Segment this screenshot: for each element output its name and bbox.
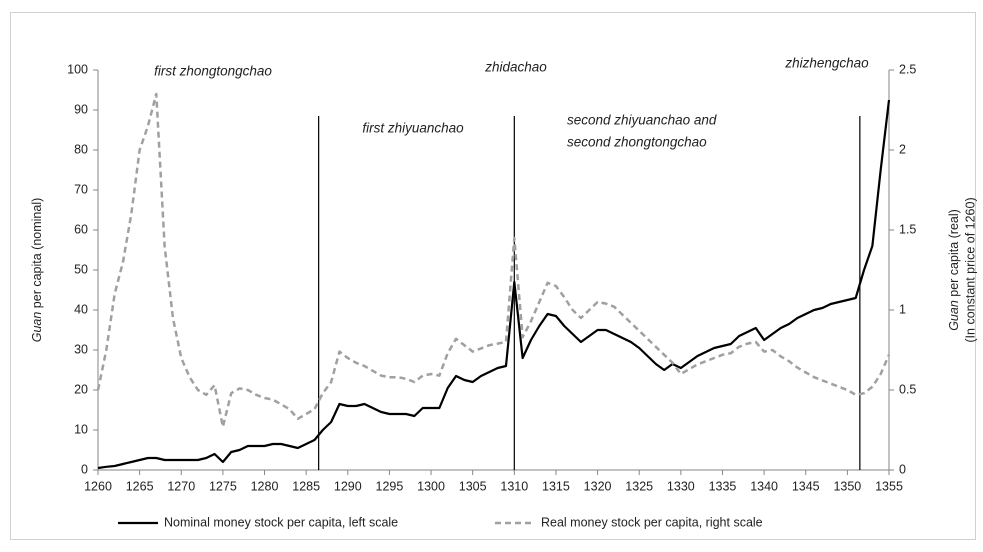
y-tick-label: 40 bbox=[74, 302, 88, 316]
y-tick-label: 50 bbox=[74, 262, 88, 276]
y-tick-label: 30 bbox=[74, 342, 88, 356]
x-tick-label: 1260 bbox=[84, 479, 112, 493]
x-tick-label: 1285 bbox=[292, 479, 320, 493]
y-tick-label: 80 bbox=[74, 142, 88, 156]
y-tick-label: 20 bbox=[74, 382, 88, 396]
y2-axis-label: Guan per capita (real) bbox=[947, 209, 961, 331]
x-tick-label: 1325 bbox=[625, 479, 653, 493]
series-line bbox=[97, 99, 891, 470]
x-tick-label: 1295 bbox=[376, 479, 404, 493]
y2-tick-label: 2.5 bbox=[899, 62, 916, 76]
x-tick-label: 1350 bbox=[833, 479, 861, 493]
y-axis-label: Guan per capita (nominal) bbox=[30, 198, 44, 343]
series-line bbox=[96, 92, 891, 429]
y2-tick-label: 2 bbox=[899, 142, 906, 156]
x-tick-label: 1280 bbox=[251, 479, 279, 493]
x-tick-label: 1330 bbox=[667, 479, 695, 493]
x-tick-label: 1270 bbox=[167, 479, 195, 493]
x-tick-label: 1275 bbox=[209, 479, 237, 493]
annotation: second zhiyuanchao and bbox=[567, 113, 717, 128]
y2-tick-label: 1.5 bbox=[899, 222, 916, 236]
x-tick-label: 1305 bbox=[459, 479, 487, 493]
annotation: zhidachao bbox=[484, 60, 547, 75]
x-tick-label: 1320 bbox=[584, 479, 612, 493]
y2-tick-label: 0.5 bbox=[899, 382, 916, 396]
legend-label: Nominal money stock per capita, left sca… bbox=[164, 515, 398, 529]
x-tick-label: 1290 bbox=[334, 479, 362, 493]
y-tick-label: 70 bbox=[74, 182, 88, 196]
x-tick-label: 1300 bbox=[417, 479, 445, 493]
x-tick-label: 1265 bbox=[126, 479, 154, 493]
x-tick-label: 1340 bbox=[750, 479, 778, 493]
x-tick-label: 1345 bbox=[792, 479, 820, 493]
annotation: second zhongtongchao bbox=[567, 135, 707, 150]
x-tick-label: 1315 bbox=[542, 479, 570, 493]
y-tick-label: 100 bbox=[67, 62, 88, 76]
annotation: first zhongtongchao bbox=[154, 64, 272, 79]
y2-axis-label-rest: per capita (real) bbox=[947, 209, 961, 300]
y-axis-label-rest: per capita (nominal) bbox=[30, 198, 44, 312]
x-tick-label: 1335 bbox=[709, 479, 737, 493]
y-tick-label: 0 bbox=[81, 462, 88, 476]
y2-axis-label-italic: Guan bbox=[947, 300, 961, 331]
y2-tick-label: 1 bbox=[899, 302, 906, 316]
legend-label: Real money stock per capita, right scale bbox=[541, 515, 763, 529]
y2-axis-label: (In constant price of 1260) bbox=[963, 197, 977, 342]
y-axis-label-italic: Guan bbox=[30, 312, 44, 343]
y2-tick-label: 0 bbox=[899, 462, 906, 476]
annotation: first zhiyuanchao bbox=[362, 121, 464, 136]
y-tick-label: 60 bbox=[74, 222, 88, 236]
chart-frame bbox=[10, 12, 976, 540]
annotation: zhizhengchao bbox=[784, 56, 869, 71]
y-tick-label: 10 bbox=[74, 422, 88, 436]
x-tick-label: 1355 bbox=[875, 479, 903, 493]
x-tick-label: 1310 bbox=[500, 479, 528, 493]
y-tick-label: 90 bbox=[74, 102, 88, 116]
